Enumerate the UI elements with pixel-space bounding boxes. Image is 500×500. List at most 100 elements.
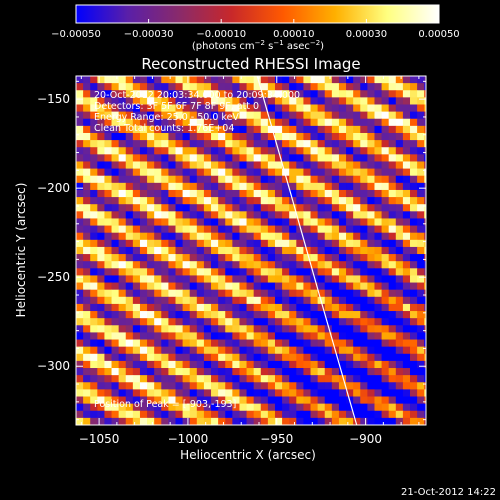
heatmap-pixel — [125, 111, 134, 120]
heatmap-pixel — [97, 147, 105, 155]
heatmap-pixel — [253, 346, 262, 355]
heatmap-pixel — [402, 154, 411, 162]
heatmap-pixel — [97, 239, 105, 248]
heatmap-pixel — [381, 132, 390, 141]
heatmap-pixel — [395, 147, 404, 155]
heatmap-pixel — [104, 83, 112, 91]
heatmap-pixel — [118, 111, 127, 120]
heatmap-pixel — [147, 275, 155, 283]
heatmap-pixel — [125, 225, 134, 234]
heatmap-pixel — [76, 154, 84, 162]
heatmap-pixel — [232, 204, 240, 212]
heatmap-pixel — [232, 132, 240, 141]
heatmap-pixel — [353, 368, 361, 376]
heatmap-pixel — [225, 111, 233, 120]
heatmap-pixel — [211, 232, 219, 241]
heatmap-pixel — [90, 325, 98, 333]
heatmap-pixel — [161, 197, 169, 205]
heatmap-pixel — [168, 125, 176, 134]
heatmap-pixel — [239, 346, 247, 355]
heatmap-pixel — [338, 118, 347, 127]
heatmap-pixel — [111, 332, 120, 340]
heatmap-pixel — [296, 382, 304, 390]
heatmap-pixel — [139, 118, 148, 127]
heatmap-pixel — [161, 140, 169, 148]
heatmap-pixel — [147, 132, 155, 141]
heatmap-pixel — [296, 161, 304, 169]
heatmap-pixel — [175, 175, 183, 184]
heatmap-pixel — [282, 389, 290, 397]
heatmap-pixel — [203, 232, 212, 241]
heatmap-pixel — [317, 396, 326, 405]
heatmap-pixel — [140, 425, 148, 433]
heatmap-pixel — [97, 410, 105, 419]
heatmap-pixel — [196, 76, 205, 84]
heatmap-pixel — [374, 403, 382, 412]
heatmap-pixel — [388, 246, 397, 255]
heatmap-pixel — [97, 296, 105, 305]
heatmap-pixel — [196, 368, 205, 376]
heatmap-pixel — [303, 282, 311, 291]
heatmap-pixel — [225, 382, 233, 390]
x-axis-ticks: −1050 −1000 −950 −900 — [79, 76, 420, 446]
heatmap-pixel — [239, 246, 247, 255]
heatmap-pixel — [367, 275, 375, 283]
heatmap-pixel — [154, 118, 162, 127]
heatmap-pixel — [267, 346, 276, 355]
x-tick-label: −1000 — [168, 432, 209, 446]
heatmap-pixel — [76, 311, 84, 319]
heatmap-pixel — [139, 246, 148, 255]
heatmap-pixel — [90, 125, 98, 134]
heatmap-pixel — [232, 97, 240, 105]
heatmap-pixel — [132, 211, 141, 219]
heatmap-pixel — [282, 218, 290, 226]
heatmap-pixel — [324, 403, 333, 412]
heatmap-pixel — [154, 90, 162, 98]
heatmap-pixel — [289, 375, 297, 383]
heatmap-pixel — [154, 410, 162, 419]
heatmap-pixel — [168, 254, 176, 262]
heatmap-pixel — [296, 425, 304, 433]
heatmap-pixel — [360, 90, 368, 98]
heatmap-pixel — [338, 375, 347, 383]
heatmap-pixel — [431, 361, 439, 369]
heatmap-pixel — [76, 296, 84, 305]
heatmap-pixel — [410, 211, 418, 219]
heatmap-pixel — [402, 403, 411, 412]
heatmap-pixel — [395, 76, 404, 84]
heatmap-pixel — [189, 97, 198, 105]
heatmap-pixel — [76, 332, 84, 340]
heatmap-pixel — [417, 161, 425, 169]
heatmap-pixel — [246, 197, 255, 205]
heatmap-pixel — [424, 375, 426, 383]
heatmap-pixel — [211, 268, 219, 276]
heatmap-pixel — [338, 218, 347, 226]
heatmap-pixel — [410, 132, 418, 141]
heatmap-pixel — [289, 182, 297, 191]
heatmap-pixel — [203, 175, 212, 184]
heatmap-pixel — [97, 218, 105, 226]
heatmap-pixel — [388, 147, 397, 155]
heatmap-pixel — [381, 296, 390, 305]
heatmap-pixel — [338, 147, 347, 155]
heatmap-pixel — [196, 83, 205, 91]
heatmap-pixel — [395, 132, 404, 141]
heatmap-pixel — [175, 261, 183, 269]
heatmap-pixel — [90, 76, 98, 84]
heatmap-pixel — [267, 289, 276, 298]
heatmap-pixel — [196, 318, 205, 326]
heatmap-pixel — [296, 118, 304, 127]
heatmap-pixel — [203, 261, 212, 269]
heatmap-pixel — [189, 332, 198, 340]
heatmap-pixel — [274, 353, 283, 362]
heatmap-pixel — [374, 204, 382, 212]
peak-position-label: Position of Peak = [-903,-193] — [94, 399, 236, 410]
heatmap-pixel — [346, 168, 354, 177]
heatmap-pixel — [218, 368, 226, 376]
heatmap-pixel — [139, 368, 148, 376]
heatmap-pixel — [118, 246, 127, 255]
heatmap-pixel — [189, 125, 198, 134]
heatmap-pixel — [367, 140, 375, 148]
heatmap-pixel — [147, 204, 155, 212]
heatmap-pixel — [310, 282, 319, 291]
